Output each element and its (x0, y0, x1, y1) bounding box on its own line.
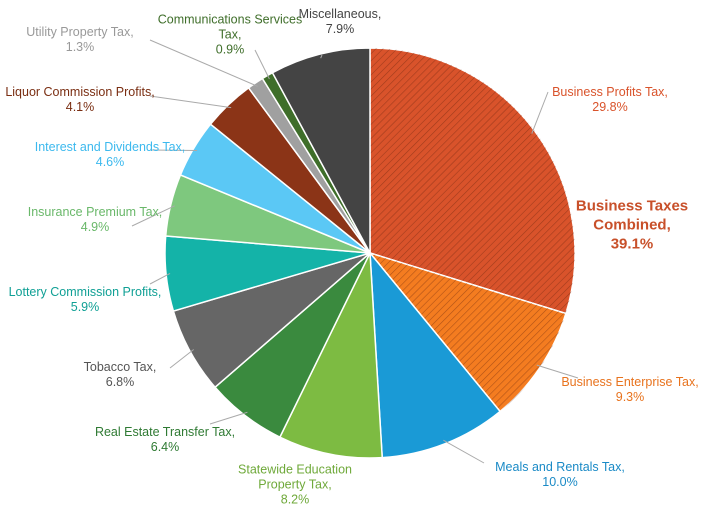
slice-label: Real Estate Transfer Tax, 6.4% (85, 425, 245, 455)
slice-group (369, 250, 502, 459)
slice-value: 8.2% (280, 492, 310, 507)
slice-name: Interest and Dividends Tax, (34, 140, 186, 154)
annotation-text: Business Taxes Combined, (575, 197, 689, 234)
slice-group (271, 47, 371, 254)
leader-line (149, 95, 232, 109)
slice-name: Meals and Rentals Tax, (495, 460, 625, 474)
slice-name: Lottery Commission Profits, (8, 285, 162, 299)
slice-value: 5.9% (70, 300, 100, 314)
slice-label: Meals and Rentals Tax, 10.0% (480, 460, 640, 490)
slice-name: Liquor Commission Profits, (5, 85, 155, 99)
slice-label: Communications Services Tax, 0.9% (150, 13, 310, 58)
leader-line (149, 273, 171, 285)
slice-value: 6.4% (150, 440, 180, 454)
leader-line (320, 54, 323, 59)
slice-label: Statewide Education Property Tax, 8.2% (215, 463, 375, 508)
slice-name: Communications Services Tax, (157, 12, 303, 42)
slice (369, 250, 502, 459)
slice-value: 4.1% (65, 100, 95, 114)
leader-line (254, 49, 270, 80)
slice (278, 250, 384, 459)
slice-name: Insurance Premium Tax, (27, 205, 163, 219)
leader-line (443, 439, 485, 464)
slice-name: Business Enterprise Tax, (561, 375, 699, 389)
leader-line (149, 149, 198, 152)
slice-label: Liquor Commission Profits, 4.1% (0, 85, 160, 115)
slice-name: Utility Property Tax, (26, 25, 134, 39)
slice-group (278, 250, 384, 459)
slice-value: 0.9% (215, 42, 245, 57)
slice-value: 29.8% (592, 100, 628, 114)
slice-label: Business Profits Tax, 29.8% (530, 85, 690, 115)
slice-value: 4.6% (95, 155, 125, 169)
leader-line (169, 349, 194, 369)
leader-line (149, 39, 258, 87)
slice-label: Utility Property Tax, 1.3% (0, 25, 160, 55)
leader-line (131, 205, 175, 227)
slice-value: 6.8% (105, 375, 135, 389)
slice-value: 1.3% (65, 40, 95, 54)
slice-name: Miscellaneous, (298, 7, 382, 21)
slice-value: 9.3% (615, 390, 645, 404)
slice-label: Miscellaneous, 7.9% (260, 7, 420, 37)
slice-label: Tobacco Tax, 6.8% (40, 360, 200, 390)
leader-line (536, 364, 579, 379)
slice-name: Business Profits Tax, (552, 85, 668, 99)
slice-label: Business Enterprise Tax, 9.3% (550, 375, 710, 405)
leader-line (531, 91, 549, 134)
slice-name: Tobacco Tax, (83, 360, 157, 374)
slice-label: Interest and Dividends Tax, 4.6% (30, 140, 190, 170)
slice-value: 10.0% (542, 475, 578, 489)
slice-label: Insurance Premium Tax, 4.9% (15, 205, 175, 235)
annotation-value: 39.1% (610, 235, 654, 253)
slice (271, 47, 371, 254)
slice-name: Statewide Education Property Tax, (238, 462, 352, 492)
slice-name: Real Estate Transfer Tax, (94, 425, 236, 439)
slice-value: 4.9% (80, 220, 110, 234)
slice-value: 7.9% (325, 22, 355, 36)
slice-label: Lottery Commission Profits, 5.9% (5, 285, 165, 315)
annotation: Business Taxes Combined, 39.1% (562, 197, 702, 254)
leader-line (209, 411, 248, 425)
